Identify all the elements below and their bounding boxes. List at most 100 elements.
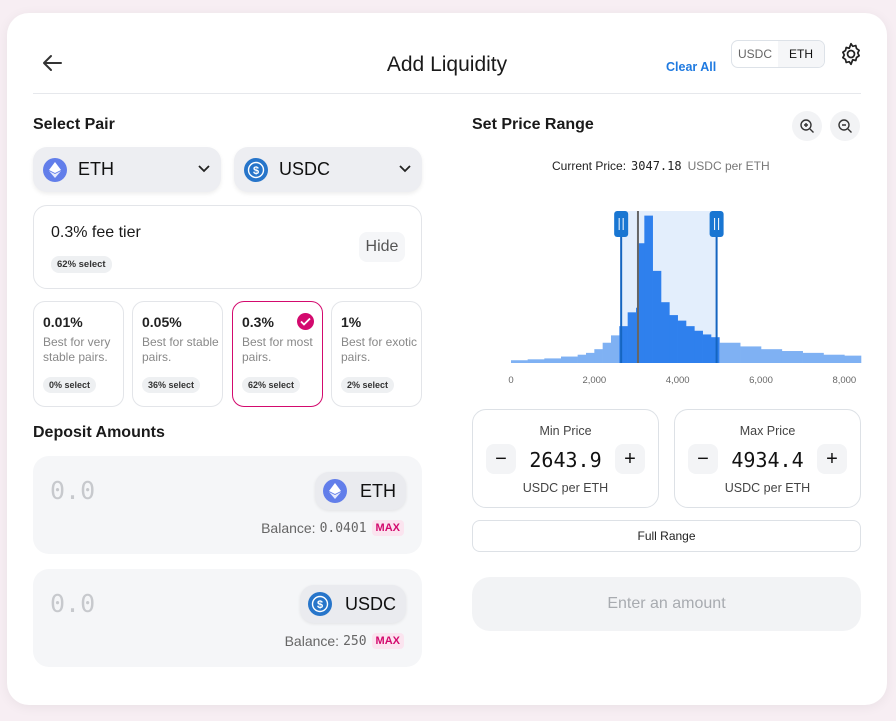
hide-button[interactable]: Hide xyxy=(359,232,405,262)
tier-desc: Best for very stable pairs. xyxy=(43,335,111,364)
max-button[interactable]: MAX xyxy=(371,633,404,649)
balance-label: Balance: xyxy=(284,633,340,649)
liquidity-bar xyxy=(686,326,695,363)
tier-desc: Best for exotic pairs. xyxy=(341,335,418,364)
enter-amount-button[interactable]: Enter an amount xyxy=(472,577,861,631)
token-b-label: USDC xyxy=(279,159,331,179)
deposit-usdc-token[interactable]: $ USDC xyxy=(299,585,406,623)
min-decrement-button[interactable]: − xyxy=(486,444,516,474)
liquidity-bar xyxy=(638,243,645,363)
svg-text:$: $ xyxy=(253,165,259,177)
liquidity-bar xyxy=(594,349,603,363)
fee-tier-summary: 0.3% fee tier 62% select xyxy=(33,205,422,289)
eth-icon xyxy=(43,157,67,182)
usdc-icon: $ xyxy=(307,592,332,616)
x-tick-label: 8,000 xyxy=(832,375,856,386)
max-price-box: Max Price − 4934.4 + USDC per ETH xyxy=(674,409,861,508)
back-arrow-icon[interactable] xyxy=(37,48,67,78)
deposit-token-label: USDC xyxy=(344,593,396,614)
tier-pct: 0.01% xyxy=(43,314,83,330)
liquidity-bar xyxy=(711,337,720,363)
usdc-icon: $ xyxy=(244,157,268,182)
full-range-button[interactable]: Full Range xyxy=(472,520,861,552)
tier-desc: Best for stable pairs. xyxy=(142,335,219,364)
x-tick-label: 0 xyxy=(508,375,513,386)
current-price-label: Current Price: xyxy=(552,159,627,173)
liquidity-bar xyxy=(802,352,824,363)
min-increment-button[interactable]: + xyxy=(615,444,645,474)
liquidity-chart[interactable]: 0 2,000 4,000 6,000 8,000 xyxy=(497,193,867,393)
gear-icon[interactable] xyxy=(838,41,864,67)
liquidity-bar xyxy=(577,354,587,363)
fee-tier-option[interactable]: 1% Best for exotic pairs. 2% select xyxy=(331,301,422,407)
token-a-select[interactable]: ETH xyxy=(33,147,221,192)
eth-amount-input[interactable]: 0.0 xyxy=(50,476,96,505)
liquidity-bar xyxy=(561,356,578,363)
deposit-eth-token[interactable]: ETH xyxy=(315,472,406,510)
liquidity-bar xyxy=(761,349,783,363)
liquidity-bar xyxy=(627,312,637,363)
tier-select-pill: 62% select xyxy=(242,377,301,393)
x-tick-label: 4,000 xyxy=(666,375,690,386)
liquidity-bar xyxy=(677,320,687,363)
usdc-amount-input[interactable]: 0.0 xyxy=(50,589,96,618)
liquidity-bar xyxy=(844,355,862,363)
clear-all-button[interactable]: Clear All xyxy=(666,60,717,74)
max-increment-button[interactable]: + xyxy=(817,444,847,474)
min-range-handle xyxy=(614,211,629,237)
svg-text:$: $ xyxy=(317,599,323,611)
toggle-usdc[interactable]: USDC xyxy=(737,47,772,61)
liquidity-bar xyxy=(669,315,678,363)
token-b-select[interactable]: $ USDC xyxy=(234,147,422,192)
liquidity-bar xyxy=(511,360,528,363)
tier-desc: Best for most pairs. xyxy=(242,335,313,364)
liquidity-bar xyxy=(644,215,653,363)
current-price-value: 3047.18 xyxy=(631,159,682,173)
liquidity-bar xyxy=(661,302,670,363)
x-tick-label: 6,000 xyxy=(749,375,773,386)
tier-select-pill: 36% select xyxy=(142,377,201,393)
fee-tier-option[interactable]: 0.01% Best for very stable pairs. 0% sel… xyxy=(33,301,124,407)
max-button[interactable]: MAX xyxy=(371,520,404,536)
liquidity-bar xyxy=(602,342,612,363)
liquidity-bar xyxy=(719,342,741,363)
deposit-heading: Deposit Amounts xyxy=(33,424,165,441)
liquidity-bar xyxy=(702,334,712,363)
balance-value: 250 xyxy=(343,633,367,649)
balance-value: 0.0401 xyxy=(319,520,367,536)
zoom-out-icon[interactable] xyxy=(830,111,860,141)
fee-tier-select-pill: 62% select xyxy=(51,256,112,273)
fee-tier-option-selected[interactable]: 0.3% Best for most pairs. 62% select xyxy=(232,301,323,407)
max-decrement-button[interactable]: − xyxy=(688,444,718,474)
usdc-balance: Balance: 250 MAX xyxy=(285,633,404,649)
eth-icon xyxy=(323,479,347,503)
min-price-input[interactable]: 2643.9 xyxy=(529,448,602,472)
page-title: Add Liquidity xyxy=(386,53,508,76)
price-range-heading: Set Price Range xyxy=(472,116,594,133)
select-pair-heading: Select Pair xyxy=(33,116,115,133)
max-price-input[interactable]: 4934.4 xyxy=(731,448,804,472)
deposit-eth-box: 0.0 ETH Balance: 0.0401 MAX xyxy=(33,456,422,554)
current-price: Current Price: 3047.18 USDC per ETH xyxy=(552,159,770,173)
max-range-handle xyxy=(709,211,724,237)
current-price-unit: USDC per ETH xyxy=(687,159,770,173)
tier-select-pill: 2% select xyxy=(341,377,395,393)
liquidity-card: Add Liquidity Clear All USDC ETH Select … xyxy=(7,13,887,705)
deposit-usdc-box: 0.0 $ USDC Balance: 250 MAX xyxy=(33,569,422,667)
header-divider xyxy=(33,93,861,94)
min-price-label: Min Price xyxy=(539,424,592,438)
fee-tier-option[interactable]: 0.05% Best for stable pairs. 36% select xyxy=(132,301,223,407)
toggle-eth[interactable]: ETH xyxy=(778,41,824,67)
liquidity-bar xyxy=(652,270,662,363)
liquidity-bar xyxy=(586,352,595,363)
liquidity-bar xyxy=(544,358,562,363)
fee-tier-label: 0.3% fee tier xyxy=(51,224,141,241)
tier-pct: 1% xyxy=(341,314,362,330)
chevron-down-icon xyxy=(398,161,412,179)
liquidity-bar xyxy=(619,326,628,363)
liquidity-bar xyxy=(527,359,545,363)
zoom-in-icon[interactable] xyxy=(792,111,822,141)
max-price-unit: USDC per ETH xyxy=(724,481,811,495)
quote-token-toggle: USDC ETH xyxy=(731,40,825,68)
chevron-down-icon xyxy=(197,161,211,179)
